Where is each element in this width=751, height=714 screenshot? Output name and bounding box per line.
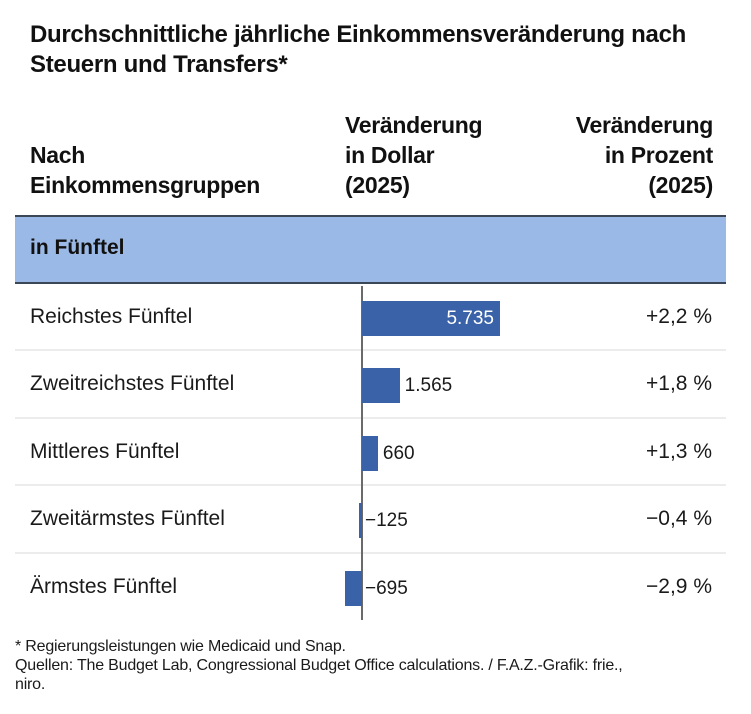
header-dollar-change: Veränderung in Dollar (2025) xyxy=(345,110,545,200)
row-separator xyxy=(15,416,726,419)
header-percent-line: (2025) xyxy=(648,172,713,198)
header-dollar-line: in Dollar xyxy=(345,142,435,168)
header-dollar-line: (2025) xyxy=(345,172,410,198)
section-band: in Fünftel xyxy=(15,215,726,284)
percent-value: −0,4 % xyxy=(646,507,712,531)
section-label: in Fünftel xyxy=(30,236,125,259)
percent-value: −2,9 % xyxy=(646,574,712,598)
bar xyxy=(362,301,500,336)
footnote-line: Quellen: The Budget Lab, Congressional B… xyxy=(15,657,623,674)
footnotes: * Regierungsleistungen wie Medicaid und … xyxy=(15,637,735,694)
bar-value-label: 5.735 xyxy=(446,308,494,329)
header-percent-line: in Prozent xyxy=(604,142,713,168)
percent-value: +1,8 % xyxy=(646,372,712,396)
bar xyxy=(362,435,378,471)
row-separator xyxy=(15,484,726,487)
row-label: Ärmstes Fünftel xyxy=(30,574,178,598)
table-rows: Reichstes Fünftel +2,2 % Zweitreichstes Fü… xyxy=(15,284,726,621)
table-row: Reichstes Fünftel +2,2 % xyxy=(15,284,726,352)
bar xyxy=(345,570,362,606)
footnote-line: niro. xyxy=(15,676,46,693)
header-percent-line: Veränderung xyxy=(575,112,714,138)
bar-value-label: 1.565 xyxy=(404,375,453,397)
header-percent-change: Veränderung in Prozent (2025) xyxy=(513,110,714,200)
row-label: Zweitreichstes Fünftel xyxy=(30,372,235,396)
bar-value-label: −125 xyxy=(365,510,408,532)
bar-value-label: −695 xyxy=(365,577,408,599)
header-income-group: Nach Einkommensgruppen xyxy=(30,140,330,200)
percent-value: +1,3 % xyxy=(646,439,712,463)
footnote-line: * Regierungsleistungen wie Medicaid und … xyxy=(15,638,346,655)
row-separator xyxy=(15,551,726,554)
chart-title: Durchschnittliche jährliche Einkommensve… xyxy=(30,21,686,78)
table-row: Zweitreichstes Fünftel +1,8 % xyxy=(15,351,726,419)
percent-value: +2,2 % xyxy=(646,305,712,328)
bar xyxy=(358,503,362,539)
row-label: Reichstes Fünftel xyxy=(30,305,193,328)
table-row: Zweitärmstes Fünftel −0,4 % xyxy=(15,486,726,554)
row-label: Mittleres Fünftel xyxy=(30,439,180,463)
header-group-line: Nach xyxy=(30,142,86,168)
row-separator xyxy=(15,349,726,352)
table-row: Ärmstes Fünftel −2,9 % xyxy=(15,554,726,621)
header-dollar-line: Veränderung xyxy=(345,112,483,138)
row-label: Zweitärmstes Fünftel xyxy=(30,507,225,531)
bar xyxy=(362,368,400,404)
bar-value-label: 660 xyxy=(382,442,415,464)
table-row: Mittleres Fünftel +1,3 % xyxy=(15,419,726,487)
header-group-line: Einkommensgruppen xyxy=(30,172,261,198)
